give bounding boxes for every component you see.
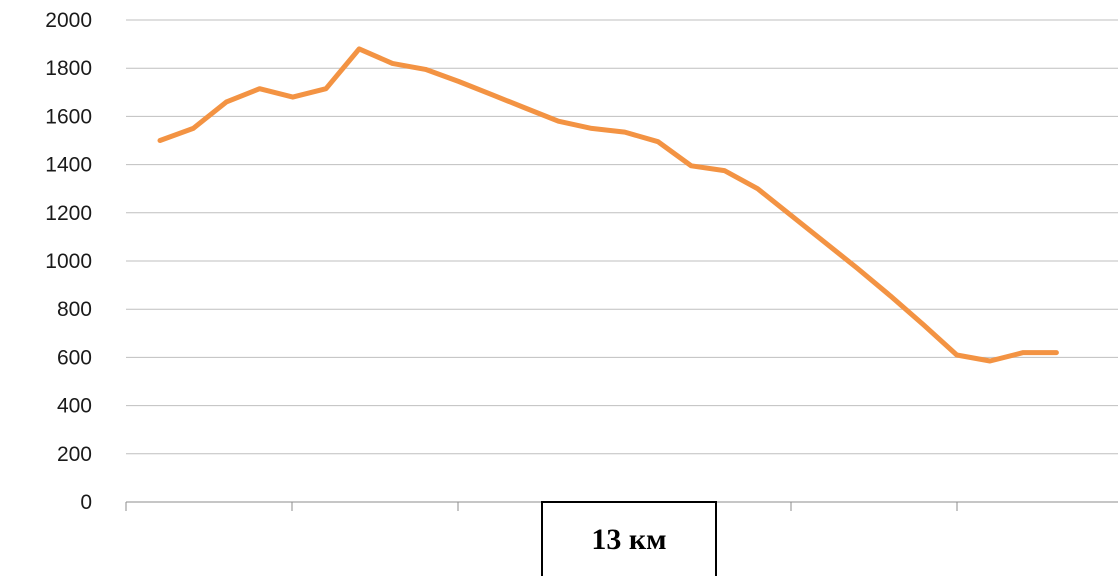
y-tick-label-1400: 1400 <box>45 154 92 177</box>
y-axis-tick-labels: 0 200 400 600 800 1000 1200 1400 1600 1800 2000 <box>45 9 92 514</box>
x-axis-label: 13 км <box>591 522 667 556</box>
x-axis-label-box: 13 км <box>541 501 717 576</box>
y-tick-label-1200: 1200 <box>45 202 92 225</box>
y-tick-label-1600: 1600 <box>45 105 92 128</box>
y-tick-label-0: 0 <box>80 491 92 514</box>
series-line-0 <box>157 46 1059 364</box>
y-tick-label-1000: 1000 <box>45 250 92 273</box>
gridlines <box>126 19 1118 455</box>
y-tick-label-600: 600 <box>57 346 92 369</box>
y-tick-label-1800: 1800 <box>45 57 92 80</box>
y-tick-label-800: 800 <box>57 298 92 321</box>
series-group <box>157 46 1059 364</box>
y-tick-label-400: 400 <box>57 395 92 418</box>
y-tick-label-200: 200 <box>57 443 92 466</box>
y-tick-label-2000: 2000 <box>45 9 92 32</box>
